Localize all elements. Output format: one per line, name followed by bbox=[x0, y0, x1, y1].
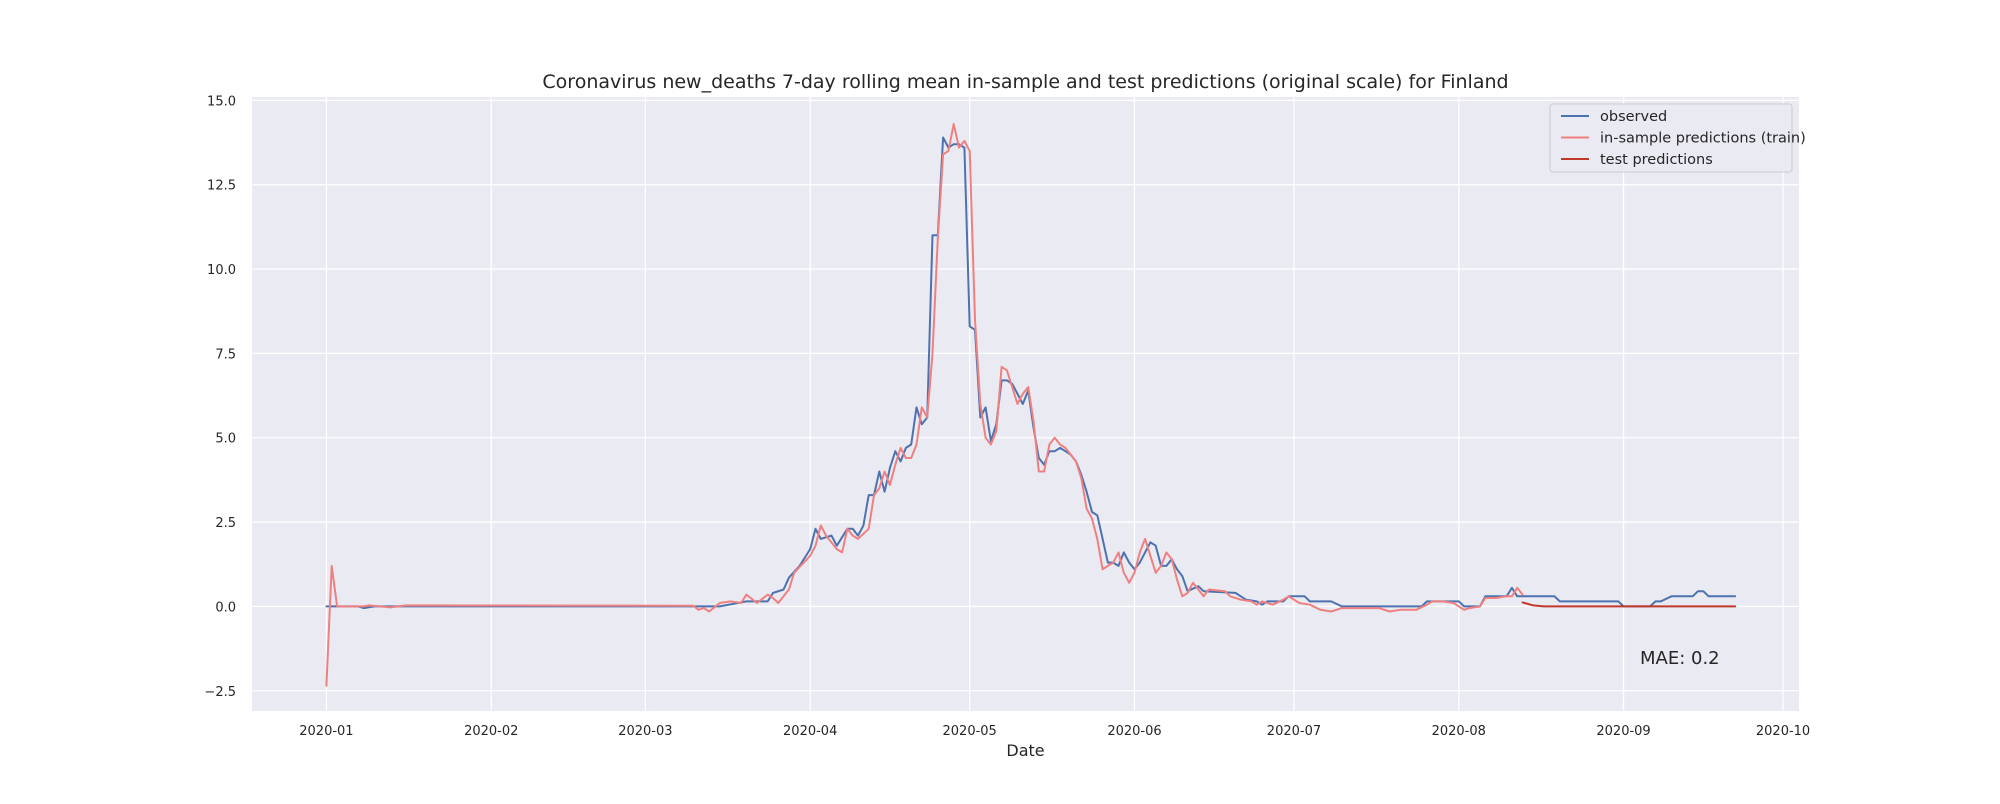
chart-title: Coronavirus new_deaths 7-day rolling mea… bbox=[542, 71, 1508, 93]
y-tick-label: 12.5 bbox=[207, 179, 236, 194]
legend-label: observed bbox=[1600, 109, 1667, 125]
x-tick-label: 2020-03 bbox=[618, 724, 672, 739]
legend-label: test predictions bbox=[1600, 152, 1713, 168]
y-tick-label: 15.0 bbox=[207, 94, 236, 109]
x-tick-label: 2020-09 bbox=[1596, 724, 1650, 739]
series-line-in-sample-predictions-train bbox=[325, 123, 1524, 687]
mae-annotation: MAE: 0.2 bbox=[1640, 648, 1720, 669]
x-axis-label: Date bbox=[1006, 741, 1044, 760]
x-tick-label: 2020-02 bbox=[464, 724, 518, 739]
x-tick-label: 2020-08 bbox=[1432, 724, 1486, 739]
x-tick-label: 2020-01 bbox=[299, 724, 353, 739]
tick-labels: 2020-01 2020-02 2020-03 2020-04 2020-05 2020-… bbox=[204, 94, 1810, 739]
x-tick-label: 2020-10 bbox=[1756, 724, 1810, 739]
series-lines bbox=[325, 123, 1737, 687]
y-tick-label: 7.5 bbox=[215, 347, 236, 362]
legend: observed in-sample predictions (train) tes… bbox=[1549, 103, 1806, 173]
x-tick-label: 2020-05 bbox=[943, 724, 997, 739]
y-tick-label: 0.0 bbox=[215, 600, 236, 615]
plot-background bbox=[252, 97, 1799, 711]
x-tick-label: 2020-04 bbox=[783, 724, 837, 739]
legend-label: in-sample predictions (train) bbox=[1600, 131, 1806, 147]
series-line-test-predictions bbox=[1521, 601, 1737, 608]
y-tick-label: 10.0 bbox=[207, 263, 236, 278]
y-tick-label: 2.5 bbox=[215, 516, 236, 531]
x-tick-label: 2020-06 bbox=[1107, 724, 1161, 739]
y-tick-label: 5.0 bbox=[215, 432, 236, 447]
y-tick-label: −2.5 bbox=[204, 685, 236, 700]
legend-box bbox=[1549, 103, 1793, 173]
x-tick-label: 2020-07 bbox=[1267, 724, 1321, 739]
